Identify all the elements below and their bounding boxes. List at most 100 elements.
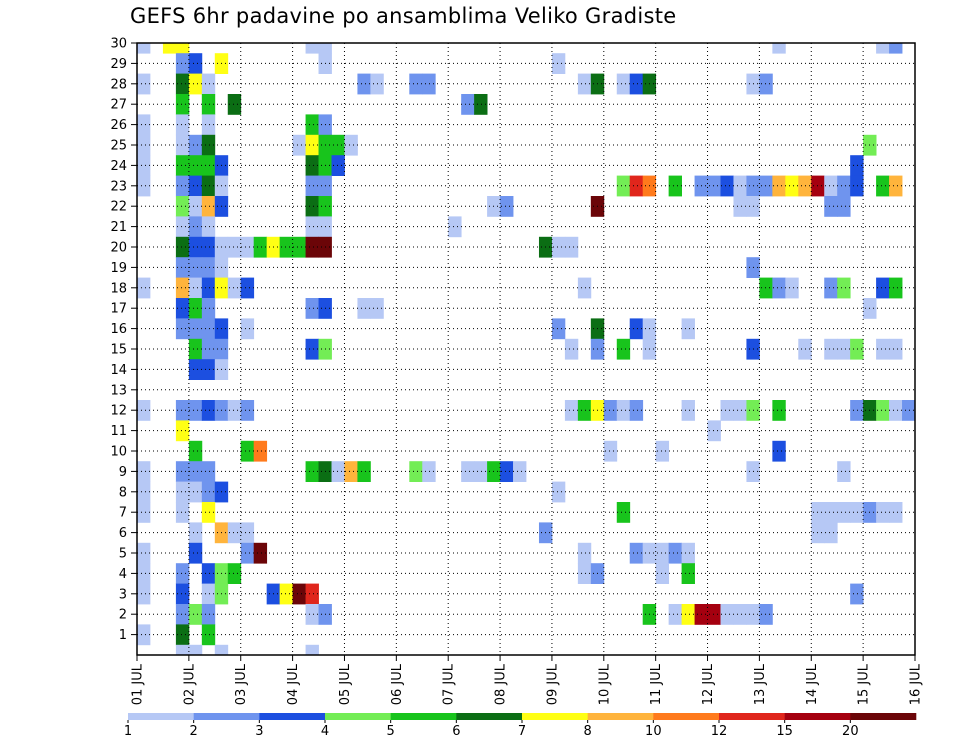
heatmap-cell xyxy=(137,461,151,482)
colorbar-swatch xyxy=(522,713,588,720)
heatmap-cell xyxy=(733,196,747,217)
heatmap-cell xyxy=(616,73,631,95)
y-tick-label: 9 xyxy=(119,465,127,480)
x-tick-label: 08 JUL xyxy=(494,663,509,705)
heatmap-cell xyxy=(188,359,203,380)
x-tick-label: 01 JUL xyxy=(131,663,146,705)
heatmap-cell xyxy=(902,400,916,421)
heatmap-cell xyxy=(188,53,203,74)
heatmap-cell xyxy=(188,298,203,319)
heatmap-cell xyxy=(772,175,786,197)
colorbar-swatch xyxy=(128,713,194,720)
y-tick-label: 13 xyxy=(110,383,127,398)
heatmap-cell xyxy=(201,216,216,238)
colorbar-label: 5 xyxy=(387,724,395,739)
heatmap-cell xyxy=(188,134,203,156)
heatmap-cell xyxy=(188,644,203,656)
heatmap-cell xyxy=(772,277,786,299)
heatmap-cell xyxy=(137,155,151,176)
heatmap-cell xyxy=(551,481,566,503)
heatmap-cell xyxy=(175,583,190,605)
y-tick-label: 26 xyxy=(110,118,127,133)
heatmap-cell xyxy=(551,236,566,258)
heatmap-cell xyxy=(175,114,190,136)
heatmap-cell xyxy=(850,338,864,360)
heatmap-cell xyxy=(137,542,151,564)
heatmap-cell xyxy=(175,400,190,421)
heatmap-cell xyxy=(137,583,151,605)
heatmap-cell xyxy=(201,134,216,156)
colorbar-label: 12 xyxy=(711,724,728,739)
heatmap-cell xyxy=(188,277,203,299)
heatmap-cell xyxy=(240,542,255,564)
heatmap-cell xyxy=(305,196,319,217)
heatmap-cell xyxy=(188,175,203,197)
heatmap-cell xyxy=(227,563,242,584)
heatmap-cell xyxy=(227,236,242,258)
heatmap-cell xyxy=(175,298,190,319)
y-tick-label: 25 xyxy=(110,139,127,154)
grid-lines xyxy=(137,43,915,655)
chart-title: GEFS 6hr padavine po ansamblima Veliko G… xyxy=(130,4,677,28)
heatmap-cell xyxy=(188,461,203,482)
y-tick-label: 2 xyxy=(119,608,127,623)
heatmap-cell xyxy=(305,461,319,482)
heatmap-cell xyxy=(227,400,242,421)
heatmap-cell xyxy=(707,604,721,625)
heatmap-cell xyxy=(227,277,242,299)
heatmap-cell xyxy=(137,175,151,197)
heatmap-cell xyxy=(889,277,903,299)
heatmap-cell xyxy=(240,522,255,544)
heatmap-cell xyxy=(889,338,903,360)
y-tick-label: 10 xyxy=(110,445,127,460)
heatmap-cell xyxy=(201,175,216,197)
heatmap-cell xyxy=(850,583,864,605)
heatmap-cell xyxy=(850,175,864,197)
heatmap-cell xyxy=(175,604,190,625)
y-tick-label: 17 xyxy=(110,302,127,317)
heatmap-cell xyxy=(201,461,216,482)
heatmap-cell xyxy=(240,236,255,258)
y-tick-label: 15 xyxy=(110,343,127,358)
heatmap-cell xyxy=(201,318,216,340)
heatmap-cell xyxy=(876,43,890,54)
heatmap-cell xyxy=(201,563,216,584)
heatmap-cell xyxy=(837,196,851,217)
heatmap-cell xyxy=(240,440,255,462)
heatmap-cell xyxy=(876,502,890,523)
heatmap-cell xyxy=(772,400,786,421)
y-tick-label: 19 xyxy=(110,261,127,276)
heatmap-cell xyxy=(201,583,216,605)
x-tick-label: 05 JUL xyxy=(338,663,353,705)
heatmap-cell xyxy=(733,400,747,421)
heatmap-cell xyxy=(551,53,566,74)
heatmap-cell xyxy=(837,502,851,523)
heatmap-cell xyxy=(461,461,475,482)
heatmap-cell xyxy=(448,216,462,238)
heatmap-cell xyxy=(824,175,838,197)
y-tick-label: 29 xyxy=(110,57,127,72)
heatmap-cell xyxy=(331,155,345,176)
heatmap-cell xyxy=(629,318,644,340)
heatmap-cell xyxy=(292,583,306,605)
heatmap-cell xyxy=(655,440,670,462)
y-tick-label: 21 xyxy=(110,220,127,235)
y-tick-label: 16 xyxy=(110,322,127,337)
y-tick-label: 27 xyxy=(110,98,127,113)
heatmap-cell xyxy=(201,73,216,95)
heatmap-cell xyxy=(240,277,255,299)
heatmap-cell xyxy=(201,257,216,278)
heatmap-cell xyxy=(137,73,151,95)
heatmap-cell xyxy=(188,155,203,176)
heatmap-cell xyxy=(876,400,890,421)
heatmap-cell xyxy=(253,542,268,564)
heatmap-cell xyxy=(461,94,475,115)
colorbar-legend: 1 2 3 4 5 6 7 8 10 12 15 20 xyxy=(124,713,917,739)
heatmap-cell xyxy=(603,440,618,462)
heatmap-cell xyxy=(305,583,319,605)
heatmap-cell xyxy=(681,542,695,564)
y-tick-label: 30 xyxy=(110,37,127,52)
heatmap-cell xyxy=(513,461,527,482)
heatmap-cell xyxy=(759,277,773,299)
heatmap-cell xyxy=(175,502,190,523)
